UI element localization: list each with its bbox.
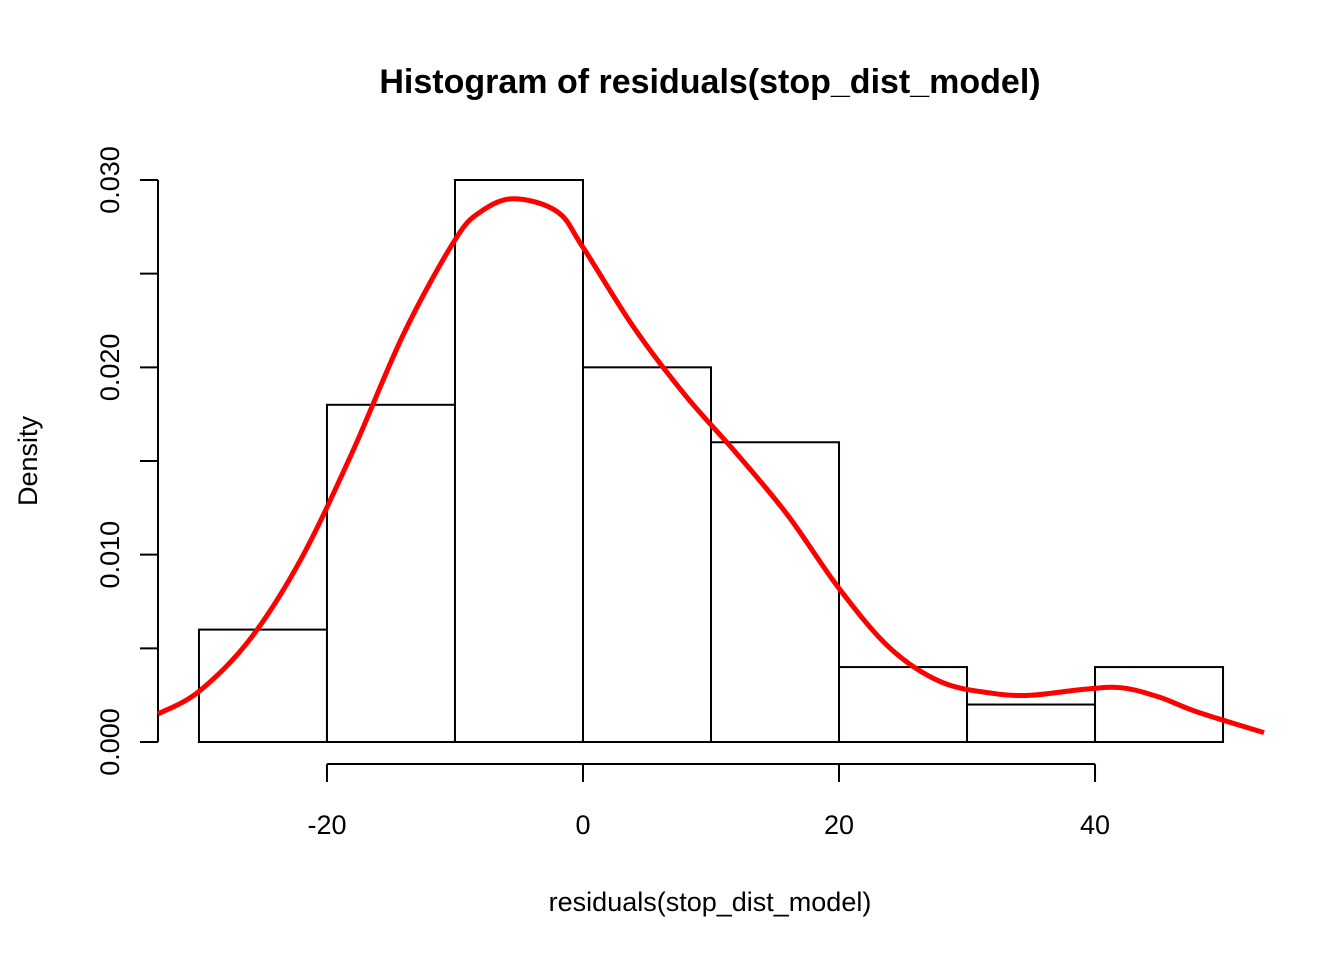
histogram-bar	[838, 666, 969, 743]
histogram-bar	[453, 179, 584, 743]
x-tick-label: 0	[575, 810, 590, 840]
y-axis: 0.000 0.010 0.020 0.030	[95, 146, 159, 776]
x-tick-label: -20	[307, 810, 346, 840]
density-curve-group	[156, 196, 1265, 735]
x-axis: -20 0 20 40	[307, 763, 1110, 840]
y-tick-label: 0.010	[95, 521, 125, 589]
histogram-bar	[197, 628, 328, 743]
histogram-bar	[966, 703, 1097, 743]
x-tick-label: 20	[824, 810, 854, 840]
y-tick-label: 0.030	[95, 146, 125, 214]
histogram-bar	[325, 403, 456, 743]
histogram-bars	[197, 179, 1225, 743]
chart-title: Histogram of residuals(stop_dist_model)	[379, 63, 1040, 101]
histogram-bar	[1094, 666, 1225, 743]
y-tick-label: 0.000	[95, 708, 125, 776]
y-tick-label: 0.020	[95, 334, 125, 402]
x-axis-label: residuals(stop_dist_model)	[549, 887, 872, 917]
histogram-bar	[581, 366, 712, 743]
x-tick-label: 40	[1080, 810, 1110, 840]
y-axis-label: Density	[13, 415, 43, 506]
density-curve	[156, 196, 1265, 735]
histogram-bar	[710, 441, 841, 743]
